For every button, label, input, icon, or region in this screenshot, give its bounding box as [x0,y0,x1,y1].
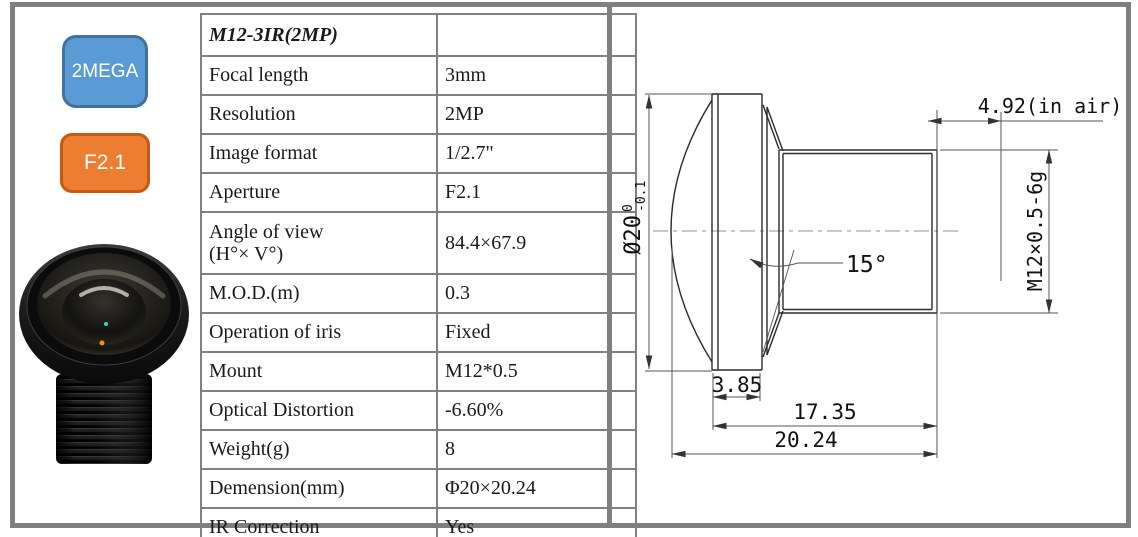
spec-label-cell: Angle of view (H°× V°) [200,211,438,275]
spec-label-cell: M.O.D.(m) [200,273,438,314]
model-title: M12-3IR(2MP) [200,13,438,57]
table-row: Demension(mm) Φ20×20.24 [200,468,637,509]
spec-label-cell: Image format [200,133,438,174]
title-empty-cell [436,13,637,57]
taper-angle-label: 15° [846,252,888,278]
table-row: Focal length 3mm [200,55,637,96]
diameter-label: Ø20 0 -0.1 [621,181,649,255]
spec-label-cell: Demension(mm) [200,468,438,509]
megapixel-badge: 2MEGA [62,35,148,108]
spec-label-cell: Weight(g) [200,429,438,470]
table-row: Angle of view (H°× V°) 84.4×67.9 [200,211,637,275]
table-row: Optical Distortion -6.60% [200,390,637,431]
spec-label-cell: Mount [200,351,438,392]
spec-label-cell: Aperture [200,172,438,213]
glass-glint-orange [99,340,105,346]
table-row: Weight(g) 8 [200,429,637,470]
spec-label-cell: Operation of iris [200,312,438,353]
total-length-label: 20.24 [774,428,837,452]
glass-glint-cyan [104,322,108,326]
diameter-lower-tolerance: -0.1 [634,181,649,212]
table-row: Operation of iris Fixed [200,312,637,353]
table-row: M.O.D.(m) 0.3 [200,273,637,314]
spec-value-cell: F2.1 [436,172,637,213]
spec-value-cell: -6.60% [436,390,637,431]
spec-value-cell: Yes [436,507,637,537]
spec-label-cell: Optical Distortion [200,390,438,431]
dimension-lines [645,93,1103,458]
spec-value-cell: M12*0.5 [436,351,637,392]
lens-barrel-threads [56,374,152,464]
spec-value-cell: 2MP [436,94,637,135]
table-row: Resolution 2MP [200,94,637,135]
aperture-badge-label: F2.1 [83,151,127,174]
lens-head [19,244,189,384]
lens-profile-outline [670,93,938,371]
table-row: Image format 1/2.7" [200,133,637,174]
spec-table: M12-3IR(2MP) Focal length 3mm Resolution… [200,13,637,537]
spec-value-cell: 84.4×67.9 [436,211,637,275]
spec-label-cell: Focal length [200,55,438,96]
taper-construction-line [762,249,795,353]
table-title-row: M12-3IR(2MP) [200,13,637,57]
lens-photo [19,244,189,464]
thread-length-label: 17.35 [793,400,856,424]
spec-value-cell: 0.3 [436,273,637,314]
flange-thickness-label: 3.85 [712,373,763,397]
table-row: IR Correction Yes [200,507,637,537]
spec-label-cell: IR Correction [200,507,438,537]
table-row: Aperture F2.1 [200,172,637,213]
megapixel-badge-label: 2MEGA [71,60,139,82]
spec-value-cell: Φ20×20.24 [436,468,637,509]
diameter-upper-tolerance: 0 [621,204,636,212]
spec-value-cell: Fixed [436,312,637,353]
table-row: Mount M12*0.5 [200,351,637,392]
spec-value-cell: 8 [436,429,637,470]
spec-value-cell: 3mm [436,55,637,96]
technical-drawing: Ø20 0 -0.1 4.92(in air) M12×0.5-6g 15° 3… [621,93,1123,458]
spec-label-cell: Resolution [200,94,438,135]
aperture-badge: F2.1 [60,133,150,193]
back-focal-label: 4.92(in air) [978,94,1123,118]
thread-spec-label: M12×0.5-6g [1023,171,1047,291]
diameter-value: Ø20 [621,215,646,255]
spec-value-cell: 1/2.7" [436,133,637,174]
